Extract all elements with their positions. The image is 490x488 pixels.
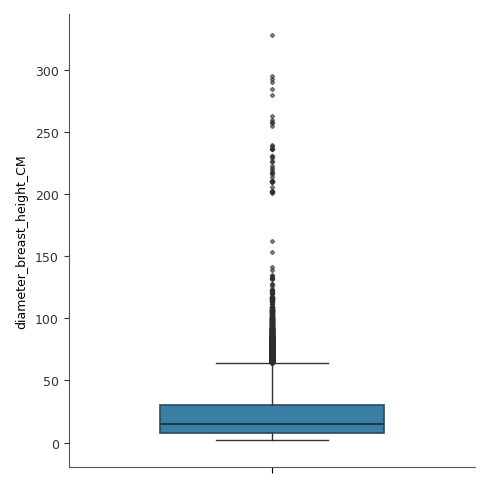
Y-axis label: diameter_breast_height_CM: diameter_breast_height_CM [15,154,28,328]
PathPatch shape [160,406,384,433]
